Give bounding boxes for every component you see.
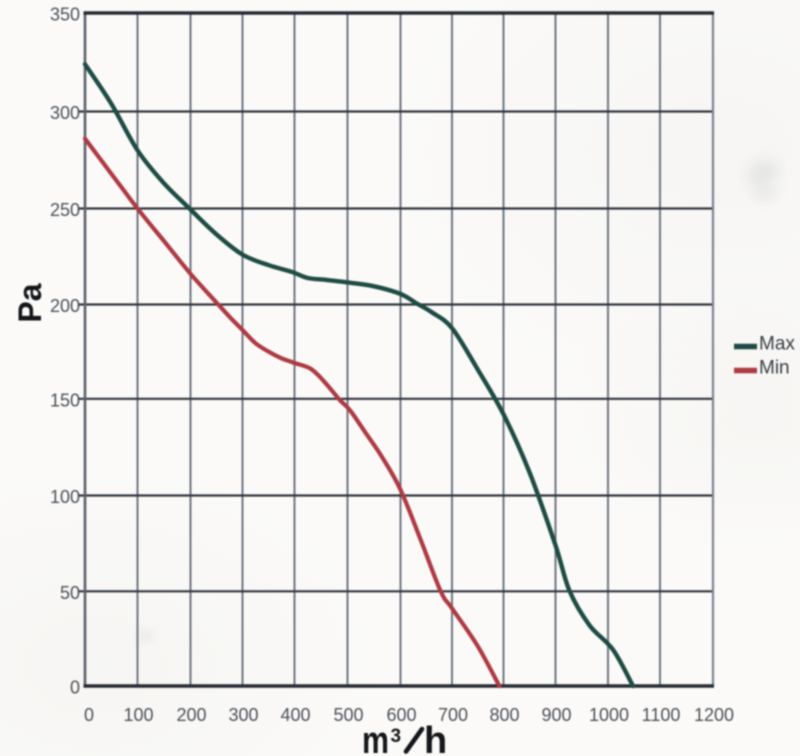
svg-text:Min: Min [759,358,790,379]
svg-text:100: 100 [50,487,80,507]
svg-text:h: h [424,720,447,756]
svg-text:200: 200 [176,705,206,725]
svg-text:250: 250 [50,200,80,220]
svg-text:300: 300 [50,103,80,123]
svg-text:100: 100 [123,705,153,725]
svg-text:200: 200 [50,296,80,316]
svg-text:3: 3 [391,726,402,747]
svg-text:600: 600 [386,705,416,725]
svg-text:900: 900 [541,705,571,725]
svg-text:350: 350 [50,5,80,25]
svg-text:300: 300 [228,705,258,725]
svg-text:50: 50 [60,583,80,603]
svg-text:Max: Max [759,334,795,355]
svg-text:500: 500 [333,705,363,725]
svg-text:1100: 1100 [642,705,681,725]
svg-text:1000: 1000 [589,705,629,725]
svg-text:800: 800 [489,705,519,725]
svg-text:400: 400 [280,705,310,725]
svg-text:Pa: Pa [12,283,48,322]
svg-text:m: m [362,720,389,756]
svg-text:1200: 1200 [694,705,734,725]
svg-text:0: 0 [84,705,94,725]
svg-text:700: 700 [438,705,468,725]
svg-text:150: 150 [50,390,80,410]
svg-text:0: 0 [70,678,80,698]
